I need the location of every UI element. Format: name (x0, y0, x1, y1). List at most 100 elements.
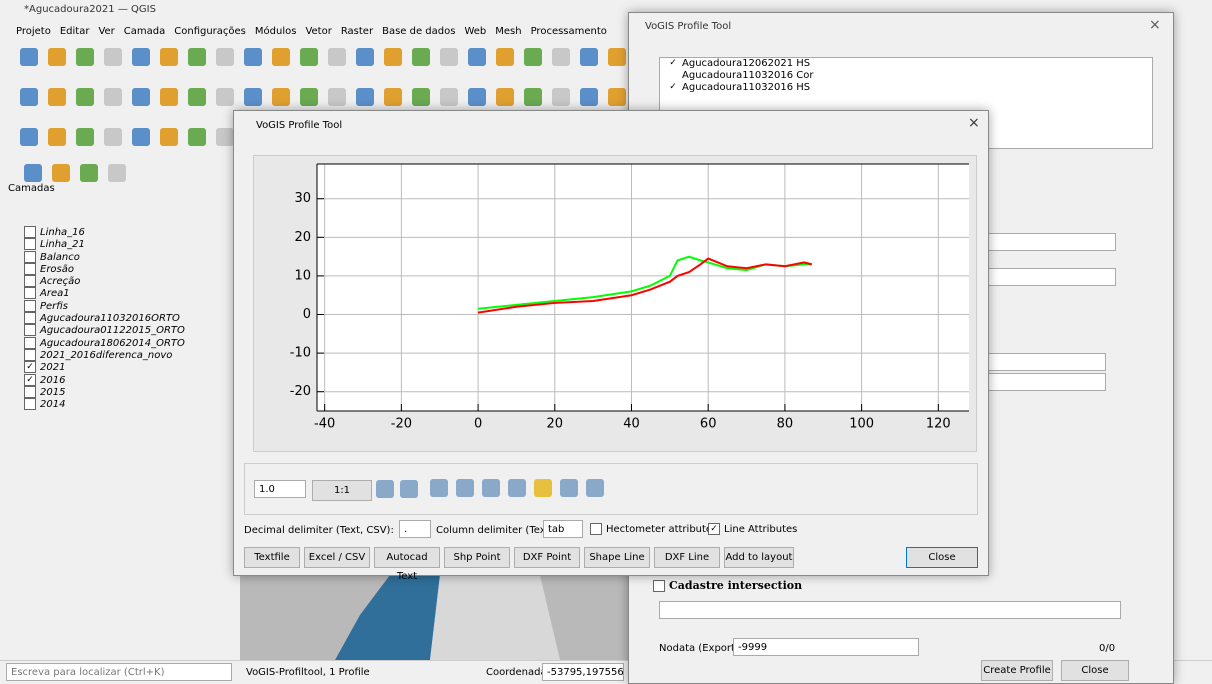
tool-button[interactable] (132, 48, 150, 66)
tool-button[interactable] (440, 88, 458, 106)
tool-button[interactable] (328, 48, 346, 66)
tool-button[interactable] (188, 48, 206, 66)
tool-button[interactable] (300, 88, 318, 106)
layer-row[interactable]: 2014 (24, 398, 234, 410)
layer-row[interactable]: Area1 (24, 287, 234, 299)
close-icon[interactable]: × (968, 115, 980, 131)
checkbox[interactable] (24, 226, 36, 238)
checkbox[interactable] (24, 324, 36, 336)
layer-row[interactable]: 2021_2016diferenca_novo (24, 349, 234, 361)
layer-row[interactable]: ✓2016 (24, 374, 234, 386)
menu-item[interactable]: Projeto (16, 26, 51, 37)
tool-button[interactable] (24, 164, 42, 182)
tool-button[interactable] (76, 128, 94, 146)
menu-item[interactable]: Editar (60, 26, 90, 37)
dropdown[interactable] (659, 601, 1121, 619)
tool-button[interactable] (608, 88, 626, 106)
tool-button[interactable] (384, 48, 402, 66)
tool-button[interactable] (580, 48, 598, 66)
tool-button[interactable] (132, 88, 150, 106)
checkbox[interactable] (24, 251, 36, 263)
checkbox[interactable] (24, 312, 36, 324)
tool-button[interactable] (272, 48, 290, 66)
tool-button[interactable] (216, 88, 234, 106)
layer-row[interactable]: ✓2021 (24, 361, 234, 373)
export-button[interactable]: DXF Line (654, 547, 720, 568)
menu-item[interactable]: Camada (124, 26, 165, 37)
menu-item[interactable]: Raster (341, 26, 373, 37)
layer-row[interactable]: Balanco (24, 251, 234, 263)
tool-button[interactable] (104, 48, 122, 66)
column-select[interactable]: tab (543, 520, 583, 538)
export-button[interactable]: Textfile (244, 547, 300, 568)
tool-button[interactable] (132, 128, 150, 146)
dropdown[interactable] (984, 268, 1116, 286)
checkbox[interactable] (24, 287, 36, 299)
tool-button[interactable] (20, 88, 38, 106)
raster-row[interactable]: ✓Agucadoura12062021 HS (660, 58, 1152, 70)
layer-row[interactable]: Perfis (24, 300, 234, 312)
tool-button[interactable] (496, 48, 514, 66)
tool-button[interactable] (440, 48, 458, 66)
tool-button[interactable] (108, 164, 126, 182)
layer-row[interactable]: Linha_16 (24, 226, 234, 238)
tool-button[interactable] (48, 88, 66, 106)
line-attributes-option[interactable]: ✓Line Attributes (708, 523, 797, 535)
checkbox[interactable]: ✓ (668, 58, 678, 68)
checkbox[interactable] (24, 398, 36, 410)
layer-row[interactable]: 2015 (24, 386, 234, 398)
export-button[interactable]: DXF Point (514, 547, 580, 568)
tool-button[interactable] (188, 128, 206, 146)
cadastre-option[interactable]: Cadastre intersection (653, 579, 802, 592)
tool-button[interactable] (160, 88, 178, 106)
tool-button[interactable] (328, 88, 346, 106)
tool-button[interactable] (76, 48, 94, 66)
checkbox[interactable] (24, 386, 36, 398)
tool-button[interactable] (48, 48, 66, 66)
tool-button[interactable] (356, 48, 374, 66)
checkbox[interactable]: ✓ (668, 82, 678, 92)
layer-row[interactable]: Agucadoura11032016ORTO (24, 312, 234, 324)
checkbox[interactable]: ✓ (24, 374, 36, 386)
checkbox[interactable] (24, 263, 36, 275)
field[interactable] (984, 373, 1106, 391)
tool-button[interactable] (524, 88, 542, 106)
tool-button[interactable] (52, 164, 70, 182)
close-button[interactable]: Close (1061, 660, 1129, 681)
layer-row[interactable]: Agucadoura18062014_ORTO (24, 337, 234, 349)
search-box[interactable]: Escreva para localizar (Ctrl+K) (6, 663, 232, 681)
tool-button[interactable] (244, 48, 262, 66)
tool-button[interactable] (20, 48, 38, 66)
checkbox[interactable] (24, 275, 36, 287)
raster-row[interactable]: Agucadoura11032016 Cor (660, 70, 1152, 82)
menu-item[interactable]: Processamento (531, 26, 607, 37)
layer-row[interactable]: Linha_21 (24, 238, 234, 250)
export-button[interactable]: Add to layout (724, 547, 794, 568)
tool-button[interactable] (104, 88, 122, 106)
tool-button[interactable] (412, 88, 430, 106)
tool-button[interactable] (188, 88, 206, 106)
tool-button[interactable] (216, 48, 234, 66)
raster-row[interactable]: ✓Agucadoura11032016 HS (660, 82, 1152, 94)
menu-item[interactable]: Base de dados (382, 26, 455, 37)
checkbox[interactable] (24, 300, 36, 312)
tool-button[interactable] (552, 48, 570, 66)
tool-button[interactable] (468, 48, 486, 66)
layer-row[interactable]: Acreção (24, 275, 234, 287)
tool-button[interactable] (580, 88, 598, 106)
menu-item[interactable]: Vetor (305, 26, 331, 37)
checkbox[interactable] (668, 70, 678, 80)
tool-button[interactable] (104, 128, 122, 146)
tool-button[interactable] (524, 48, 542, 66)
decimal-select[interactable]: . (399, 520, 431, 538)
tool-button[interactable] (272, 88, 290, 106)
menu-item[interactable]: Configurações (174, 26, 246, 37)
tool-button[interactable] (76, 88, 94, 106)
checkbox[interactable] (24, 238, 36, 250)
tool-button[interactable] (356, 88, 374, 106)
nodata-field[interactable]: -9999 (733, 638, 919, 656)
tool-button[interactable] (160, 128, 178, 146)
ratio-button[interactable]: 1:1 (312, 480, 372, 501)
export-button[interactable]: Excel / CSV (304, 547, 370, 568)
field[interactable] (984, 353, 1106, 371)
